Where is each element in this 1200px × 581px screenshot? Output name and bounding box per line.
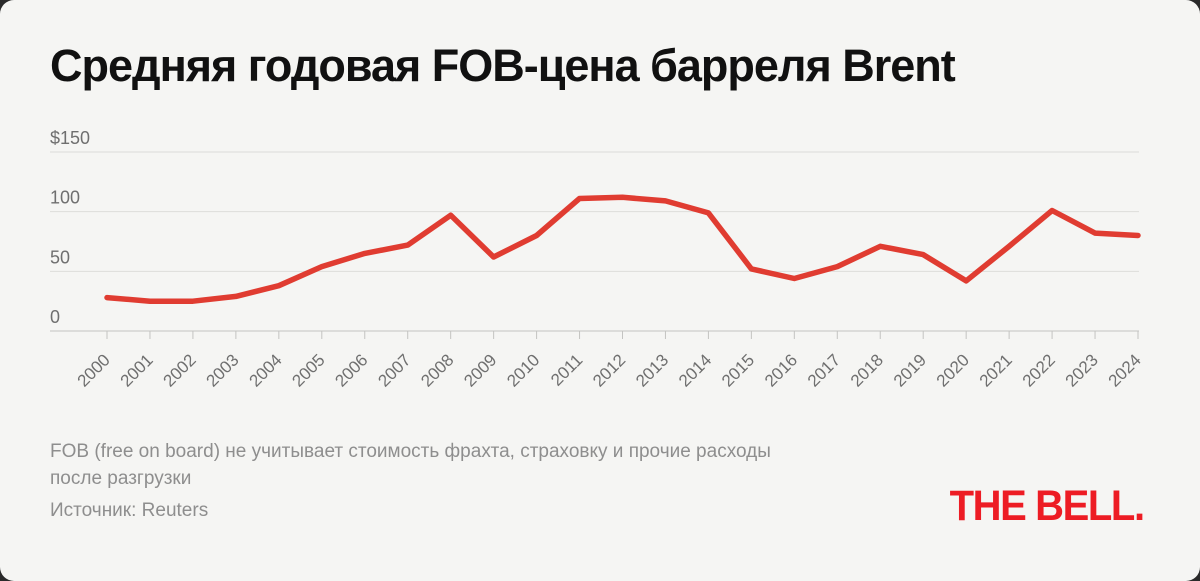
x-tick-label: 2009: [460, 350, 500, 390]
x-tick-label: 2019: [890, 350, 930, 390]
x-tick-label: 2000: [74, 350, 114, 390]
y-tick-label: 100: [50, 188, 80, 208]
x-tick-label: 2018: [847, 350, 887, 390]
price-line: [104, 194, 1141, 304]
x-tick-label: 2015: [718, 350, 758, 390]
y-tick-label: 50: [50, 247, 70, 267]
y-tick-label: $150: [50, 128, 90, 148]
x-tick-label: 2001: [117, 350, 157, 390]
x-tick-label: 2005: [288, 350, 328, 390]
x-tick-label: 2016: [761, 350, 801, 390]
x-tick-label: 2008: [417, 350, 457, 390]
footnote-text: FOB (free on board) не учитывает стоимос…: [50, 441, 771, 489]
x-tick-label: 2024: [1105, 350, 1145, 390]
y-tick-label: 0: [50, 307, 60, 327]
x-tick-label: 2002: [160, 350, 200, 390]
x-tick-label: 2010: [503, 350, 543, 390]
x-tick-label: 2003: [203, 350, 243, 390]
x-tick-label: 2006: [331, 350, 371, 390]
x-tick-label: 2023: [1062, 350, 1102, 390]
x-tick-label: 2021: [976, 350, 1016, 390]
x-tick-label: 2017: [804, 350, 844, 390]
x-tick-label: 2013: [632, 350, 672, 390]
x-tick-label: 2004: [245, 350, 285, 390]
x-tick-label: 2022: [1019, 350, 1059, 390]
x-tick-label: 2014: [675, 350, 715, 390]
chart-title: Средняя годовая FOB-цена барреля Brent: [50, 40, 956, 91]
source-text: Источник: Reuters: [50, 500, 209, 521]
x-tick-label: 2020: [933, 350, 973, 390]
x-tick-label: 2007: [374, 350, 414, 390]
x-tick-label: 2012: [589, 350, 629, 390]
x-tick-label: 2011: [547, 350, 586, 389]
the-bell-logo: THE BELL.: [949, 482, 1145, 530]
